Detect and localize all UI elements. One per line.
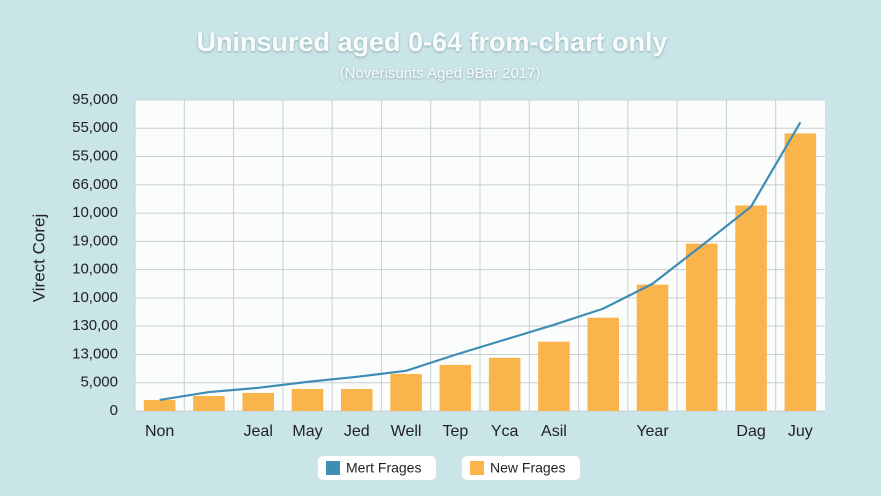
y-axis-label: Virect Corej <box>29 214 48 303</box>
legend <box>318 456 580 480</box>
bar <box>390 373 422 411</box>
x-tick-label: Asil <box>541 423 567 440</box>
legend-box <box>462 456 580 480</box>
bar <box>143 399 176 411</box>
x-tick-label: Non <box>145 423 174 440</box>
x-tick-label: Dag <box>736 423 765 440</box>
bar <box>193 396 225 411</box>
bar <box>686 243 718 411</box>
y-tick-label: 10,000 <box>72 204 118 221</box>
bar <box>488 357 521 411</box>
line <box>159 121 802 402</box>
x-tick-label: Well <box>391 423 422 440</box>
legend-label: New Frages <box>490 460 565 476</box>
x-tick-label: Year <box>636 423 669 440</box>
x-tick-label: Yca <box>491 423 519 440</box>
x-tick-label: Jeal <box>244 423 273 440</box>
chart-subtitle: (Noverisunts Aged 9Bar 2017) <box>340 65 541 82</box>
y-tick-label: 55,000 <box>72 119 118 136</box>
y-tick-label: 10,000 <box>72 261 118 278</box>
y-tick-label: 5,000 <box>80 374 118 391</box>
y-tick-label: 0 <box>110 402 118 419</box>
y-tick-label: 55,000 <box>72 148 118 165</box>
y-tick-label: 13,000 <box>72 345 118 362</box>
bar <box>341 388 373 411</box>
bar <box>242 392 274 411</box>
x-tick-label: May <box>292 423 322 440</box>
y-tick-label: 10,000 <box>72 289 118 306</box>
y-tick-label: 66,000 <box>72 176 118 193</box>
bar <box>291 388 324 411</box>
bar <box>587 317 619 411</box>
x-tick-label: Juy <box>788 423 813 440</box>
legend-swatch <box>470 461 484 475</box>
y-tick-label: 130,00 <box>72 317 118 334</box>
legend-swatch <box>326 461 340 475</box>
bar <box>538 341 570 411</box>
x-tick-label: Jed <box>344 423 370 440</box>
x-tick-label: Tep <box>442 423 468 440</box>
bar <box>636 284 669 411</box>
bar <box>784 133 817 411</box>
y-tick-label: 95,000 <box>72 91 118 108</box>
y-tick-label: 19,000 <box>72 232 118 249</box>
bar <box>735 205 767 411</box>
chart-title: Uninsured aged 0-64 from-chart only <box>196 27 667 57</box>
legend-box <box>318 456 436 480</box>
bar <box>439 364 472 411</box>
legend-label: Mert Frages <box>346 460 421 476</box>
